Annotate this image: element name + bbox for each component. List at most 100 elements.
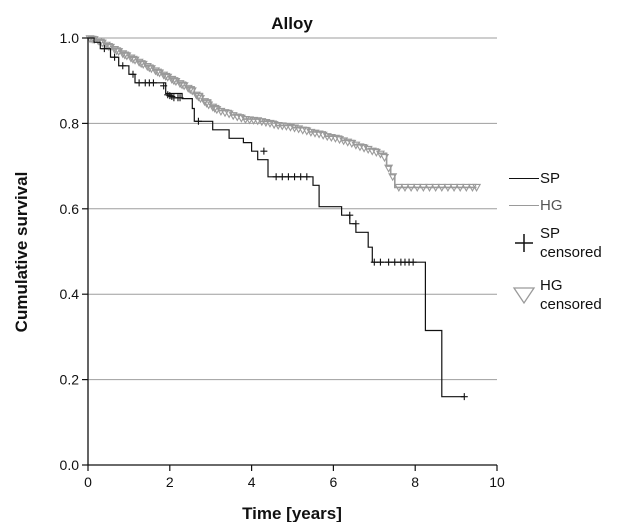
censor-mark-hg-15 [126, 54, 136, 63]
series-hg [85, 35, 482, 192]
censor-mark-hg-38 [187, 87, 197, 96]
censor-mark-hg-12 [118, 50, 128, 59]
censor-mark-hg-45 [208, 103, 218, 112]
censor-mark-sp-8 [160, 82, 168, 90]
legend-triangle-icon [508, 285, 540, 305]
censor-mark-hg-96 [424, 183, 435, 192]
legend-item-sp: SP [508, 168, 625, 188]
legend-line-hg [508, 195, 540, 215]
censor-mark-hg-19 [136, 60, 146, 69]
censor-mark-hg-91 [394, 183, 404, 192]
x-tick-label-10: 10 [489, 474, 505, 490]
y-tick-label-0.6: 0.6 [60, 201, 80, 217]
axes: 0.0 0.2 0.4 0.6 0.8 1.0 0 2 4 6 8 10 [60, 30, 505, 490]
censor-mark-sp-23 [346, 211, 354, 219]
censor-mark-hg-3 [93, 37, 103, 46]
censor-mark-sp-26 [376, 258, 384, 266]
censor-mark-sp-7 [149, 79, 157, 87]
y-tick-label-0.2: 0.2 [60, 372, 80, 388]
censor-mark-hg-88 [379, 154, 390, 163]
legend: SP HG SP censored HG censored [508, 168, 625, 326]
censor-mark-hg-35 [179, 82, 189, 91]
censor-mark-hg-7 [103, 42, 113, 52]
legend-item-hg-censored: HG censored [508, 274, 625, 316]
censor-mark-hg-28 [161, 72, 171, 81]
censor-mark-hg-30 [167, 75, 177, 84]
censor-mark-sp-24 [352, 220, 360, 228]
censor-mark-sp-15 [194, 117, 202, 125]
censor-mark-hg-94 [412, 183, 422, 192]
censor-mark-hg-99 [443, 183, 453, 192]
censor-mark-hg-16 [128, 55, 138, 64]
censor-mark-hg-33 [175, 80, 185, 89]
censor-mark-sp-2 [119, 62, 127, 70]
x-tick-label-4: 4 [248, 474, 256, 490]
censor-mark-sp-0 [100, 45, 108, 53]
survival-curve-hg [88, 37, 477, 189]
series-layer [85, 35, 482, 401]
censor-mark-hg-104 [472, 183, 482, 192]
censor-mark-sp-3 [129, 70, 137, 78]
x-tick-label-2: 2 [166, 474, 174, 490]
legend-label-sp: SP [540, 169, 561, 187]
censor-mark-hg-9 [110, 45, 120, 55]
censor-mark-hg-92 [400, 183, 410, 192]
chart-title: Alloy [271, 14, 313, 33]
x-tick-label-6: 6 [330, 474, 338, 490]
censor-mark-hg-22 [144, 64, 154, 73]
censor-mark-hg-13 [120, 51, 130, 60]
censor-mark-sp-14 [176, 94, 184, 102]
censor-mark-hg-24 [150, 67, 161, 76]
censor-mark-sp-18 [278, 173, 286, 181]
y-axis-label: Cumulative survival [12, 172, 31, 333]
censor-mark-hg-18 [134, 58, 144, 67]
censor-mark-hg-31 [169, 77, 179, 86]
x-tick-label-8: 8 [411, 474, 419, 490]
censor-mark-sp-22 [303, 173, 311, 181]
censor-mark-hg-102 [461, 183, 471, 192]
censor-mark-hg-97 [431, 183, 441, 192]
censor-mark-hg-37 [185, 86, 195, 95]
y-tick-label-0.4: 0.4 [60, 286, 80, 302]
x-axis-label: Time [years] [242, 504, 342, 522]
censor-mark-sp-32 [409, 258, 417, 266]
censor-mark-hg-101 [455, 183, 465, 192]
x-tick-label-0: 0 [84, 474, 92, 490]
censor-mark-sp-19 [284, 173, 292, 181]
censor-mark-hg-43 [202, 99, 212, 108]
censor-mark-sp-20 [291, 173, 299, 181]
censor-mark-sp-27 [385, 258, 393, 266]
legend-item-hg: HG [508, 195, 625, 215]
legend-label-hg-censored: HG censored [540, 277, 602, 313]
censor-mark-sp-33 [460, 393, 468, 401]
legend-line-sp [508, 168, 540, 188]
grid-lines [88, 37, 497, 381]
censor-mark-sp-16 [260, 147, 268, 155]
legend-cross-icon [508, 233, 540, 253]
censor-mark-hg-89 [384, 164, 394, 173]
censor-mark-sp-1 [111, 53, 119, 61]
censor-mark-sp-17 [272, 173, 280, 181]
censor-mark-hg-98 [437, 183, 447, 192]
censor-mark-sp-21 [297, 173, 305, 181]
censor-mark-hg-21 [142, 63, 152, 72]
censor-mark-hg-36 [183, 84, 193, 93]
series-sp [88, 37, 468, 401]
censor-mark-hg-95 [418, 183, 428, 192]
censor-mark-sp-25 [370, 258, 378, 266]
y-tick-label-0.8: 0.8 [60, 115, 80, 131]
censor-mark-hg-100 [449, 183, 459, 192]
censor-mark-hg-10 [112, 47, 122, 56]
censor-mark-hg-90 [388, 173, 398, 182]
legend-item-sp-censored: SP censored [508, 222, 625, 264]
censor-mark-sp-28 [391, 258, 399, 266]
censor-mark-hg-25 [152, 68, 163, 77]
survival-curve-sp [88, 37, 465, 398]
legend-label-sp-censored: SP censored [540, 225, 602, 261]
y-tick-label-0.0: 0.0 [60, 457, 80, 473]
censor-mark-hg-40 [193, 93, 203, 102]
censor-mark-hg-93 [406, 183, 416, 192]
legend-label-hg: HG [540, 196, 563, 214]
censor-mark-hg-46 [210, 104, 220, 113]
